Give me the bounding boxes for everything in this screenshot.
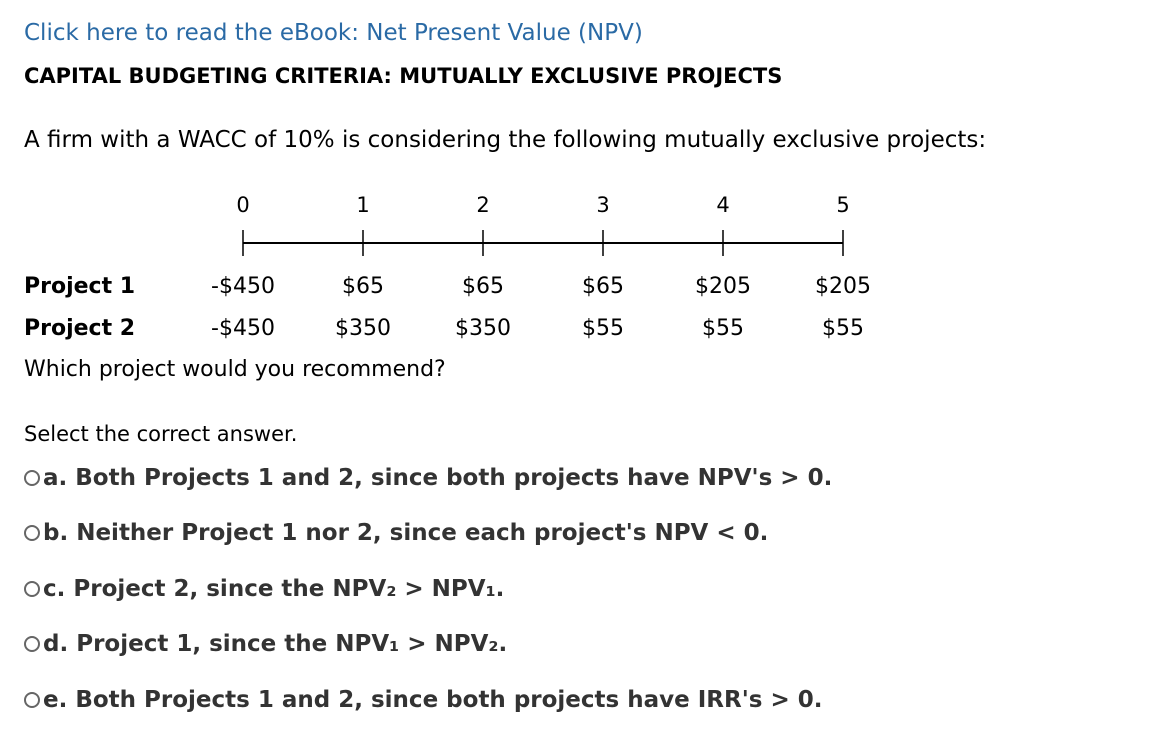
answer-option-e[interactable]: e. Both Projects 1 and 2, since both pro… — [24, 687, 822, 713]
period-label-4: 4 — [716, 193, 730, 217]
section-heading: CAPITAL BUDGETING CRITERIA: MUTUALLY EXC… — [24, 64, 783, 88]
radio-button-b[interactable] — [24, 525, 40, 541]
answer-option-c[interactable]: c. Project 2, since the NPV₂ > NPV₁. — [24, 576, 504, 602]
project-2-cf-4: $55 — [702, 316, 744, 341]
cash-flow-timeline — [242, 230, 844, 256]
answer-option-e-text: e. Both Projects 1 and 2, since both pro… — [43, 687, 823, 713]
answer-option-b[interactable]: b. Neither Project 1 nor 2, since each p… — [24, 520, 768, 546]
select-answer-label: Select the correct answer. — [24, 422, 298, 446]
period-label-1: 1 — [356, 193, 370, 217]
answer-option-a[interactable]: a. Both Projects 1 and 2, since both pro… — [24, 465, 832, 491]
answer-option-a-text: a. Both Projects 1 and 2, since both pro… — [43, 465, 833, 491]
answer-option-c-text: c. Project 2, since the NPV₂ > NPV₁. — [43, 576, 505, 602]
radio-button-e[interactable] — [24, 692, 40, 708]
project-2-cf-2: $350 — [455, 316, 511, 341]
project-1-cf-4: $205 — [695, 274, 751, 299]
period-label-5: 5 — [836, 193, 850, 217]
project-1-cf-2: $65 — [462, 274, 504, 299]
period-label-0: 0 — [236, 193, 250, 217]
period-label-2: 2 — [476, 193, 490, 217]
answer-option-d[interactable]: d. Project 1, since the NPV₁ > NPV₂. — [24, 631, 507, 657]
answer-option-d-text: d. Project 1, since the NPV₁ > NPV₂. — [43, 631, 508, 657]
project-1-cf-5: $205 — [815, 274, 871, 299]
ebook-link[interactable]: Click here to read the eBook: Net Presen… — [24, 20, 643, 46]
project-2-cf-5: $55 — [822, 316, 864, 341]
project-1-cf-1: $65 — [342, 274, 384, 299]
radio-button-c[interactable] — [24, 581, 40, 597]
period-label-3: 3 — [596, 193, 610, 217]
problem-intro: A firm with a WACC of 10% is considering… — [24, 127, 987, 153]
project-2-cf-3: $55 — [582, 316, 624, 341]
project-1-cf-0: -$450 — [211, 274, 275, 299]
radio-button-a[interactable] — [24, 470, 40, 486]
project-2-cf-1: $350 — [335, 316, 391, 341]
radio-button-d[interactable] — [24, 636, 40, 652]
project-1-cf-3: $65 — [582, 274, 624, 299]
question-text: Which project would you recommend? — [24, 357, 446, 382]
project-2-cf-0: -$450 — [211, 316, 275, 341]
answer-option-b-text: b. Neither Project 1 nor 2, since each p… — [43, 520, 769, 546]
project-1-label: Project 1 — [24, 274, 136, 299]
project-2-label: Project 2 — [24, 316, 136, 341]
